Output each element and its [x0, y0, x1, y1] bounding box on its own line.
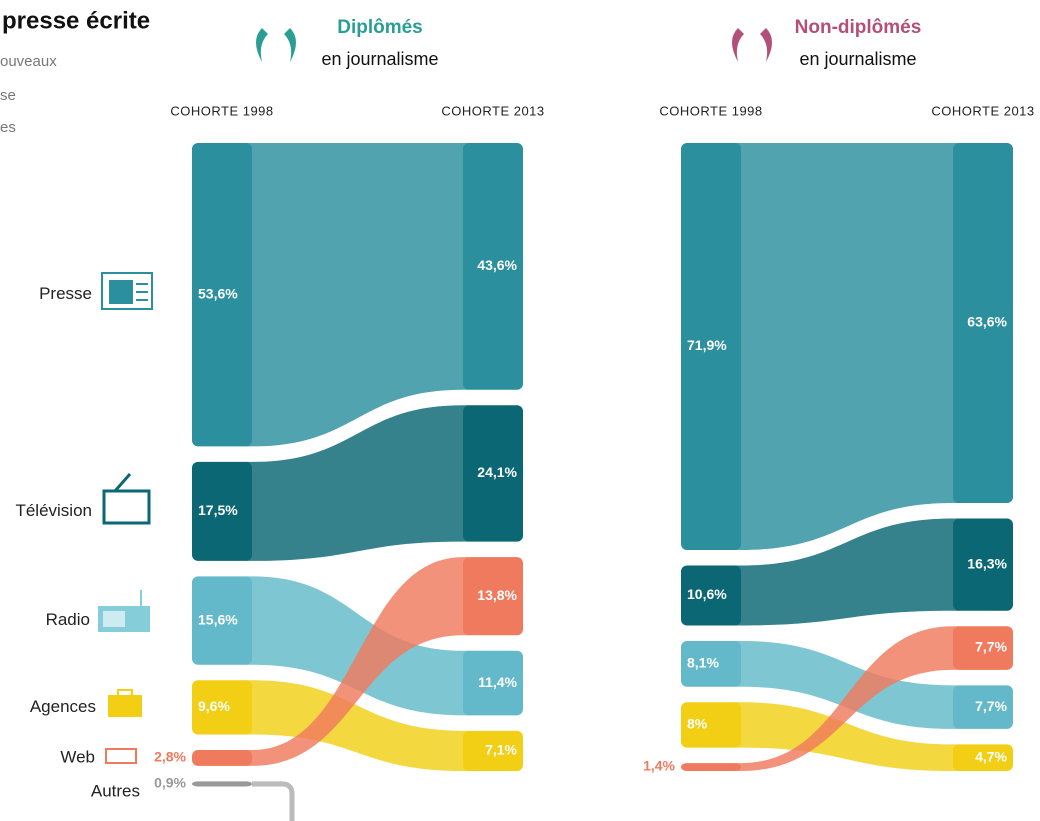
bar: [463, 405, 523, 542]
bar: [192, 750, 252, 766]
value-label: 8%: [687, 716, 708, 732]
flow: [735, 640, 959, 729]
value-label: 17,5%: [198, 502, 238, 518]
bar: [953, 744, 1013, 771]
value-label: 24,1%: [477, 464, 517, 480]
bar: [192, 680, 252, 735]
flow: [246, 405, 469, 561]
bar: [192, 576, 252, 665]
flow: [246, 680, 469, 771]
bar: [681, 565, 741, 626]
category-label: Web: [60, 747, 95, 766]
icon-presse: [101, 272, 153, 310]
value-label: 7,7%: [975, 698, 1007, 714]
value-label: 11,4%: [478, 674, 517, 690]
bar: [681, 763, 741, 771]
value-label: 7,1%: [485, 742, 517, 758]
panel-subtitle: en journalisme: [321, 49, 438, 69]
value-label: 43,6%: [477, 257, 517, 273]
bar: [953, 626, 1013, 670]
emblem: [256, 28, 296, 62]
bar: [681, 702, 741, 748]
icon-radio: [98, 590, 150, 632]
bar: [953, 143, 1013, 503]
flow: [252, 781, 295, 821]
bar: [681, 143, 741, 550]
panel-subtitle: en journalisme: [799, 49, 916, 69]
bar: [463, 730, 523, 771]
flow: [735, 518, 959, 626]
flow: [246, 143, 469, 447]
bar: [463, 557, 523, 636]
flow: [735, 143, 959, 550]
flow: [735, 626, 959, 771]
bar: [463, 143, 523, 390]
subtitle: se: [0, 87, 16, 104]
icon-television: [102, 473, 151, 525]
subtitle: ouveaux: [0, 53, 57, 70]
panel-title: Diplômés: [337, 17, 423, 38]
cohort-label: COHORTE 1998: [170, 103, 273, 118]
value-label: 15,6%: [198, 611, 238, 627]
bar: [192, 461, 252, 561]
icon-web: [105, 748, 137, 764]
bar: [681, 640, 741, 687]
value-label: 1,4%: [643, 758, 675, 774]
panel-title: Non-diplômés: [795, 17, 922, 38]
bar: [953, 685, 1013, 729]
value-label: 71,9%: [687, 337, 727, 353]
flow: [246, 557, 469, 766]
icon-agences: [108, 689, 142, 717]
flow: [246, 576, 469, 716]
category-label: Radio: [46, 610, 90, 629]
value-label: 10,6%: [687, 586, 727, 602]
emblem: [732, 28, 772, 62]
bar: [953, 518, 1013, 611]
value-label: 8,1%: [687, 655, 719, 671]
subtitle: es: [0, 119, 16, 136]
value-label: 4,7%: [975, 748, 1007, 764]
bar: [192, 143, 252, 447]
flow: [735, 702, 959, 771]
cohort-label: COHORTE 2013: [931, 103, 1034, 118]
category-label: Autres: [91, 781, 140, 800]
flows: [246, 143, 959, 821]
category-label: Télévision: [15, 501, 92, 520]
bar: [192, 781, 252, 787]
cohort-label: COHORTE 2013: [441, 103, 544, 118]
blocks: [192, 143, 1013, 787]
value-label: 13,8%: [477, 587, 517, 603]
chart-title: presse écrite: [2, 7, 150, 34]
value-label: 53,6%: [198, 285, 238, 301]
value-label: 7,7%: [975, 639, 1007, 655]
category-label: Agences: [30, 697, 96, 716]
cohort-label: COHORTE 1998: [659, 103, 762, 118]
bar: [463, 650, 523, 716]
value-label: 2,8%: [154, 749, 186, 765]
category-label: Presse: [39, 284, 92, 303]
value-label: 9,6%: [198, 698, 230, 714]
value-label: 63,6%: [967, 314, 1007, 330]
value-label: 0,9%: [154, 775, 186, 791]
value-label: 16,3%: [967, 555, 1007, 571]
